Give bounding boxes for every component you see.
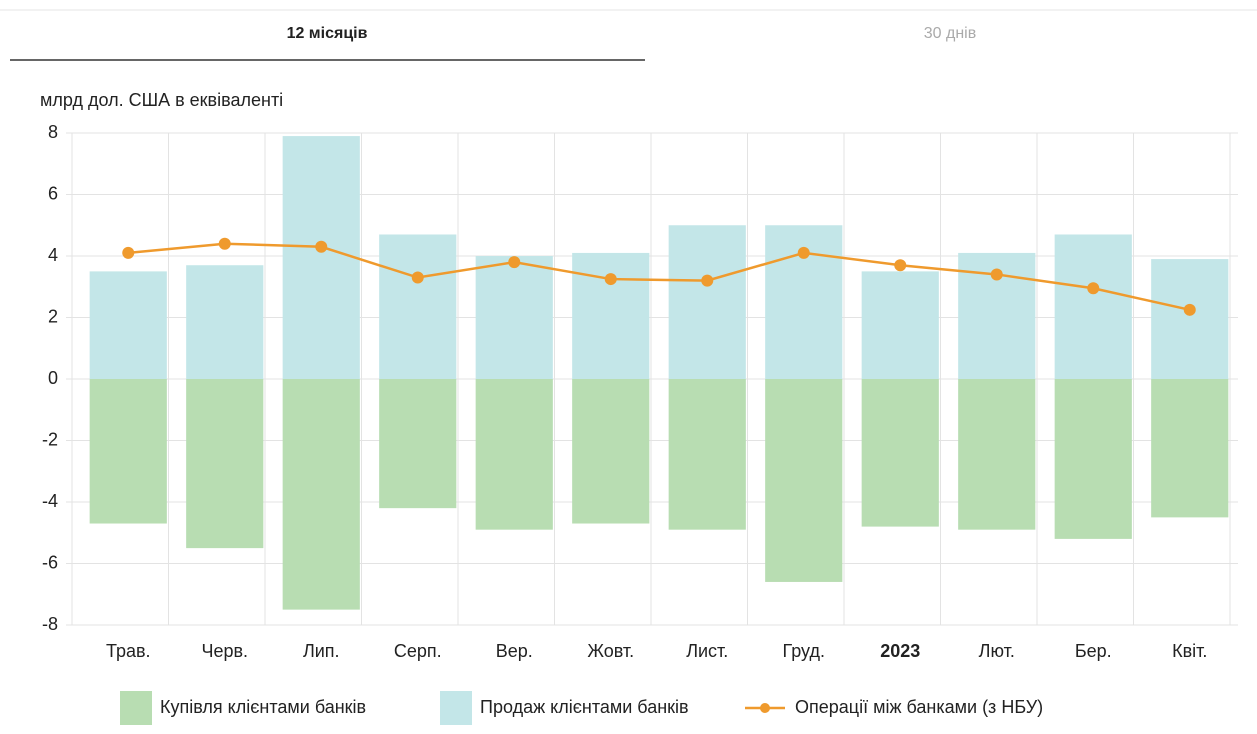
x-tick-label: 2023: [880, 641, 920, 661]
y-tick-label: 0: [48, 368, 58, 388]
legend-label: Операції між банками (з НБУ): [795, 697, 1043, 717]
bar: [1054, 379, 1132, 539]
bar: [186, 379, 264, 549]
line-point: [1183, 303, 1196, 316]
line-point: [604, 273, 617, 286]
x-tick-label: Квіт.: [1172, 641, 1207, 661]
y-tick-label: 4: [48, 245, 58, 265]
x-tick-label: Лют.: [979, 641, 1015, 661]
bar: [379, 234, 457, 379]
bar: [668, 379, 746, 530]
legend-label: Купівля клієнтами банків: [160, 697, 366, 717]
bar: [958, 379, 1036, 530]
line-point: [411, 271, 424, 284]
y-tick-label: -2: [42, 429, 58, 449]
x-tick-label: Жовт.: [587, 641, 634, 661]
bar: [861, 379, 939, 527]
bar: [668, 225, 746, 379]
x-tick-label: Бер.: [1075, 641, 1112, 661]
x-tick-label: Трав.: [106, 641, 151, 661]
x-tick-label: Груд.: [783, 641, 825, 661]
line-point: [508, 256, 521, 269]
y-tick-label: 8: [48, 122, 58, 142]
x-tick-label: Вер.: [496, 641, 533, 661]
y-tick-label: 2: [48, 306, 58, 326]
legend-swatch: [440, 691, 472, 725]
bar: [1151, 259, 1229, 379]
x-tick-label: Черв.: [201, 641, 248, 661]
line-point: [315, 240, 328, 253]
x-tick-label: Лист.: [686, 641, 728, 661]
bar: [765, 379, 843, 582]
bar: [1151, 379, 1229, 518]
bar: [89, 379, 167, 524]
y-tick-label: 6: [48, 183, 58, 203]
bar: [282, 136, 360, 379]
bar: [475, 256, 553, 379]
y-tick-label: -6: [42, 552, 58, 572]
x-tick-label: Лип.: [303, 641, 340, 661]
legend-swatch: [120, 691, 152, 725]
line-point: [218, 237, 231, 250]
line: [128, 242, 1191, 312]
line-point: [797, 246, 810, 259]
bar: [282, 379, 360, 610]
y-tick-label: -8: [42, 614, 58, 634]
bar: [379, 379, 457, 509]
bar: [572, 252, 650, 379]
legend-label: Продаж клієнтами банків: [480, 697, 689, 717]
line-point: [701, 274, 714, 287]
line-point: [990, 268, 1003, 281]
x-tick-label: Серп.: [394, 641, 442, 661]
y-axis-title: млрд дол. США в еквіваленті: [40, 90, 283, 110]
line-point: [1087, 282, 1100, 295]
bar: [1054, 234, 1132, 379]
line-point: [122, 246, 135, 259]
bar: [572, 379, 650, 524]
bar: [475, 379, 553, 530]
bar: [861, 271, 939, 379]
line-point: [894, 259, 907, 272]
y-tick-label: -4: [42, 491, 58, 511]
bar: [89, 271, 167, 379]
tab[interactable]: 30 днів: [924, 25, 976, 42]
legend-swatch-dot: [760, 703, 770, 713]
tab[interactable]: 12 місяців: [287, 25, 368, 42]
bar: [186, 265, 264, 379]
